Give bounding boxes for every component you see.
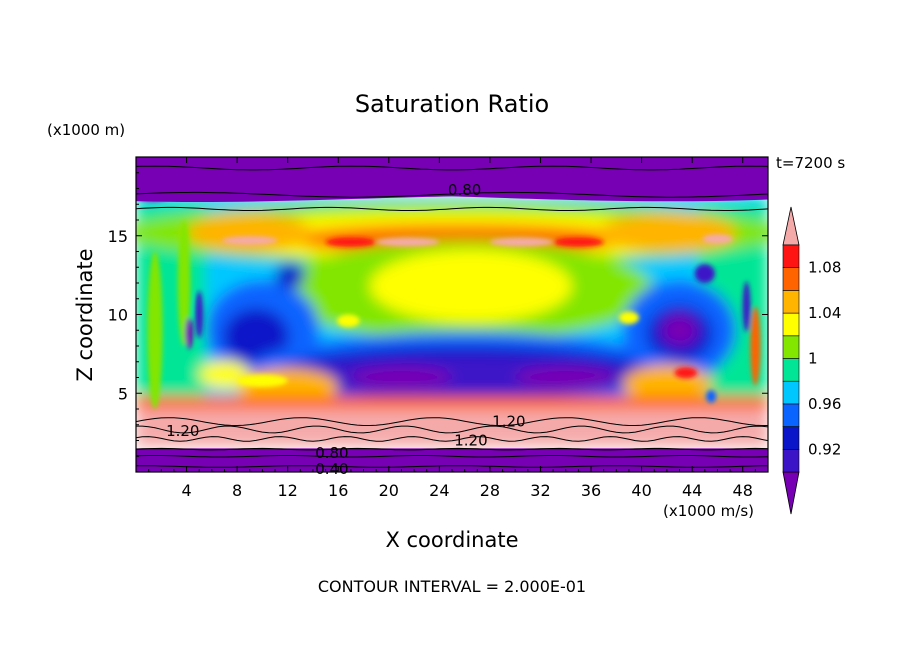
field-region bbox=[186, 213, 313, 252]
colorbar-swatch bbox=[782, 403, 800, 427]
colorbar-swatch bbox=[782, 426, 800, 450]
field-region bbox=[223, 308, 289, 365]
colorbar: 0.92 0.96 1 1.04 1.08 bbox=[782, 206, 841, 515]
colorbar-label: 1.08 bbox=[808, 259, 841, 277]
field-detail-region bbox=[489, 237, 554, 247]
field-region bbox=[136, 396, 768, 409]
colorbar-label: 1.04 bbox=[808, 304, 841, 322]
field-region bbox=[661, 314, 698, 346]
contour-line bbox=[136, 447, 768, 451]
y-tick-label: 15 bbox=[108, 227, 128, 246]
colorbar-swatch bbox=[782, 267, 800, 291]
field-detail-region bbox=[325, 237, 377, 247]
contour-label: 1.20 bbox=[166, 422, 199, 440]
contour-interval-note: CONTOUR INTERVAL = 2.000E-01 bbox=[318, 577, 586, 596]
y-tick-label: 10 bbox=[108, 306, 128, 325]
x-tick-label: 48 bbox=[733, 481, 753, 500]
contour-line bbox=[136, 436, 768, 442]
x-tick-label: 20 bbox=[379, 481, 399, 500]
field-region bbox=[350, 366, 452, 389]
x-axis-label: X coordinate bbox=[385, 528, 518, 552]
colorbar-min-arrow bbox=[782, 471, 800, 515]
colorbar-swatch bbox=[782, 358, 800, 382]
contour-line bbox=[136, 465, 768, 468]
colorbar-swatch bbox=[782, 380, 800, 405]
contour-label: 0.80 bbox=[448, 181, 481, 199]
field-detail-region bbox=[702, 234, 733, 244]
field-detail-region bbox=[147, 251, 163, 409]
contour-labels: 0.801.201.201.200.800.40 bbox=[166, 181, 526, 478]
colorbar-swatch bbox=[782, 244, 800, 269]
contour-field bbox=[136, 157, 768, 472]
field-detail-region bbox=[742, 281, 751, 332]
chart-title: Saturation Ratio bbox=[355, 90, 549, 118]
colorbar-swatch bbox=[782, 290, 800, 314]
x-unit-label: (x1000 m/s) bbox=[663, 502, 754, 520]
x-tick-label: 32 bbox=[530, 481, 550, 500]
y-tick-label: 5 bbox=[118, 384, 128, 403]
x-tick-label: 8 bbox=[232, 481, 242, 500]
x-tick-label: 36 bbox=[581, 481, 601, 500]
field-detail-region bbox=[694, 264, 715, 283]
contour-label: 0.80 bbox=[315, 444, 348, 462]
x-tick-label: 24 bbox=[429, 481, 449, 500]
field-detail-region bbox=[706, 390, 717, 403]
colorbar-swatch bbox=[782, 312, 800, 337]
contour-line bbox=[136, 165, 768, 171]
x-tick-label: 12 bbox=[278, 481, 298, 500]
field-region bbox=[515, 366, 617, 389]
contour-label: 1.20 bbox=[454, 432, 487, 450]
field-region bbox=[369, 249, 573, 323]
field-detail-region bbox=[553, 237, 604, 247]
field-detail-region bbox=[674, 367, 698, 379]
contour-line bbox=[136, 455, 768, 458]
colorbar-label: 0.92 bbox=[808, 440, 841, 458]
contour-line bbox=[136, 417, 768, 427]
field-detail-region bbox=[195, 290, 203, 339]
contour-line bbox=[136, 425, 768, 434]
contour-line bbox=[136, 191, 768, 198]
colorbar-label: 0.96 bbox=[808, 395, 841, 413]
field-region bbox=[199, 360, 250, 389]
contour-line bbox=[136, 206, 768, 211]
colorbar-max-arrow bbox=[782, 206, 800, 246]
colorbar-label: 1 bbox=[808, 350, 818, 368]
x-tick-label: 16 bbox=[328, 481, 348, 500]
y-unit-label: (x1000 m) bbox=[47, 121, 125, 139]
x-tick-label: 40 bbox=[631, 481, 651, 500]
field-detail-region bbox=[177, 220, 191, 346]
colorbar-swatch bbox=[782, 335, 800, 359]
colorbar-swatch bbox=[782, 448, 800, 473]
field-detail-region bbox=[376, 237, 440, 247]
field-detail-region bbox=[750, 306, 761, 386]
time-label: t=7200 s bbox=[776, 154, 845, 172]
x-tick-label: 4 bbox=[181, 481, 191, 500]
field-region bbox=[597, 213, 737, 252]
x-tick-label: 28 bbox=[480, 481, 500, 500]
contour-label: 0.40 bbox=[315, 460, 348, 478]
field-detail-region bbox=[221, 236, 278, 245]
field-detail-region bbox=[336, 314, 360, 328]
contour-label: 1.20 bbox=[492, 413, 525, 431]
field-detail-region bbox=[618, 311, 640, 324]
field-region bbox=[275, 262, 306, 288]
y-axis-label: Z coordinate bbox=[73, 248, 97, 381]
field-detail-region bbox=[237, 374, 288, 387]
lower-dry-layer bbox=[136, 448, 768, 472]
y-axis: 5 10 15 bbox=[108, 172, 768, 457]
x-tick-label: 44 bbox=[682, 481, 702, 500]
x-axis: 4 8 12 16 20 24 28 32 36 40 44 48 bbox=[148, 157, 756, 500]
field-detail-region bbox=[185, 317, 193, 350]
